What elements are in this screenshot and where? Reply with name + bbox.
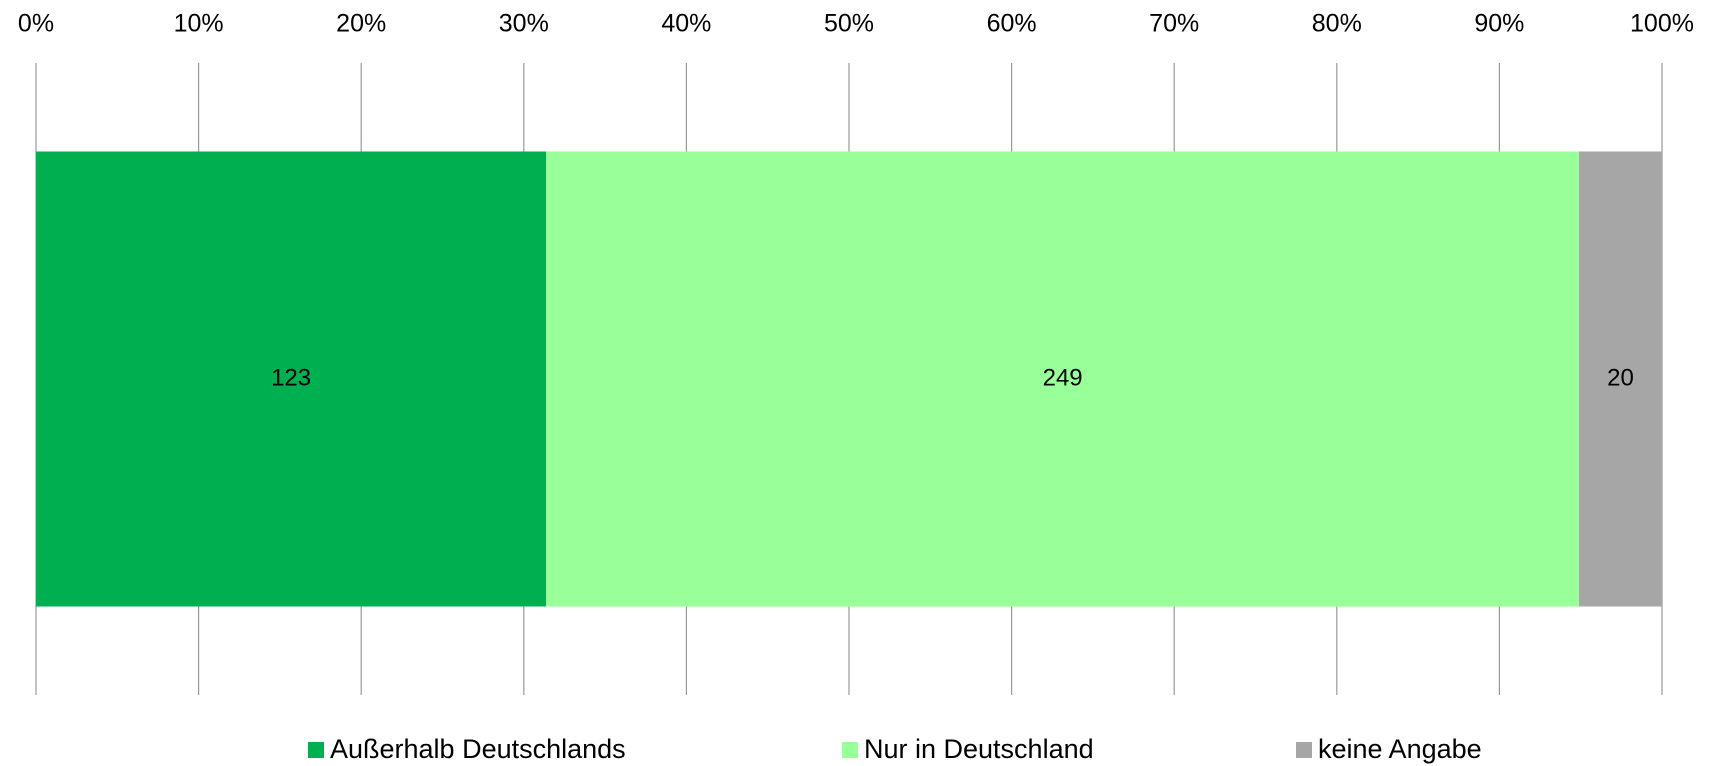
- x-tick-label: 20%: [336, 10, 386, 38]
- x-tick-label: 80%: [1312, 10, 1362, 38]
- x-tick-label: 50%: [824, 10, 874, 38]
- x-tick-label: 30%: [499, 10, 549, 38]
- x-tick-label: 0%: [18, 10, 54, 38]
- x-tick-label: 10%: [174, 10, 224, 38]
- x-tick-label: 40%: [661, 10, 711, 38]
- bar-segment: [546, 151, 1580, 607]
- legend-swatch: [842, 742, 858, 758]
- bar-segment: [36, 151, 547, 607]
- x-tick-label: 100%: [1630, 10, 1694, 38]
- data-label: 20: [1607, 364, 1634, 391]
- legend-label: Außerhalb Deutschlands: [330, 734, 626, 764]
- x-tick-label: 60%: [987, 10, 1037, 38]
- legend-swatch: [308, 742, 324, 758]
- legend-label: keine Angabe: [1318, 734, 1482, 764]
- x-tick-label: 90%: [1474, 10, 1524, 38]
- data-label: 249: [1043, 364, 1083, 391]
- legend-label: Nur in Deutschland: [864, 734, 1094, 764]
- data-label: 123: [271, 364, 311, 391]
- bar-segment: [1579, 151, 1662, 607]
- x-tick-label: 70%: [1149, 10, 1199, 38]
- legend-swatch: [1296, 742, 1312, 758]
